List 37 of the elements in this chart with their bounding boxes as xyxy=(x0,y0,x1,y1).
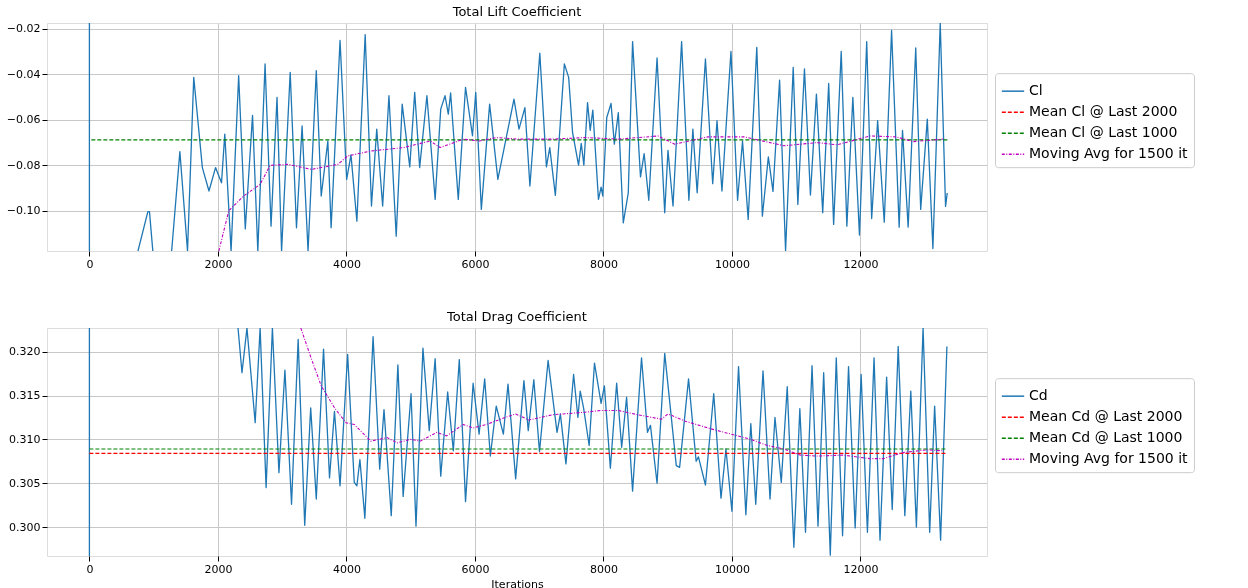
x-tick-label: 2000 xyxy=(204,257,233,271)
chart-title: Total Lift Coefficient xyxy=(451,3,582,19)
x-tick-label: 6000 xyxy=(461,562,490,576)
y-tick-label: 0.305 xyxy=(9,476,41,490)
y-tick-label: −0.10 xyxy=(6,204,41,218)
legend-label: Mean Cl @ Last 2000 xyxy=(1029,103,1178,120)
legend-label: Mean Cd @ Last 1000 xyxy=(1029,429,1183,446)
legend-label: Moving Avg for 1500 it xyxy=(1029,145,1189,162)
x-tick-label: 8000 xyxy=(589,562,618,576)
y-tick-label: −0.06 xyxy=(6,113,41,127)
x-tick-label: 0 xyxy=(86,562,94,576)
y-tick-label: −0.04 xyxy=(6,67,41,81)
x-tick-label: 4000 xyxy=(332,562,361,576)
legend-label: Mean Cl @ Last 1000 xyxy=(1029,124,1178,141)
x-tick-label: 0 xyxy=(86,257,94,271)
legend-label: Cd xyxy=(1029,387,1048,404)
y-tick-label: 0.310 xyxy=(9,432,41,446)
x-tick-label: 6000 xyxy=(461,257,490,271)
legend-label: Mean Cd @ Last 2000 xyxy=(1029,408,1183,425)
y-tick-label: 0.300 xyxy=(9,520,41,534)
line-series xyxy=(300,328,944,460)
y-tick-label: 0.320 xyxy=(9,345,41,359)
y-tick-label: −0.08 xyxy=(6,158,41,172)
y-tick-label: −0.02 xyxy=(6,22,41,36)
x-tick-label: 10000 xyxy=(714,257,750,271)
x-tick-label: 8000 xyxy=(589,257,618,271)
x-tick-label: 4000 xyxy=(332,257,361,271)
line-series xyxy=(218,135,944,251)
chart-title: Total Drag Coefficient xyxy=(446,309,587,324)
y-tick-label: 0.315 xyxy=(9,389,41,403)
x-tick-label: 2000 xyxy=(204,562,233,576)
x-axis-title: Iterations xyxy=(491,577,544,588)
x-tick-label: 12000 xyxy=(843,562,879,576)
legend-label: Cl xyxy=(1029,82,1043,99)
legend-label: Moving Avg for 1500 it xyxy=(1029,450,1189,467)
x-tick-label: 12000 xyxy=(843,257,879,271)
x-tick-label: 10000 xyxy=(714,562,750,576)
